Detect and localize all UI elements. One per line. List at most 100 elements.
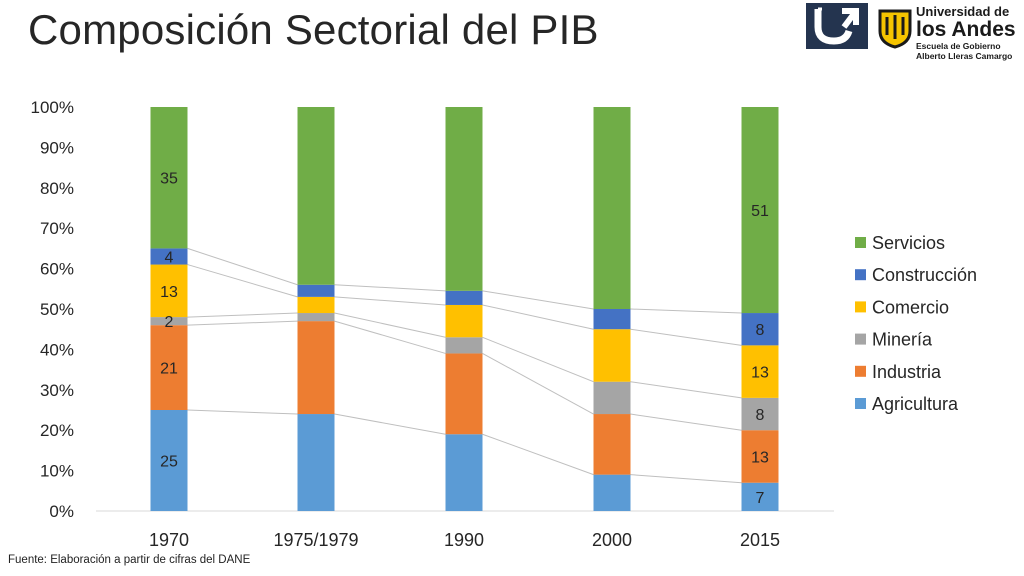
- connector-line: [482, 353, 594, 415]
- bar-minería-2000: [593, 381, 631, 415]
- legend-swatch: [855, 237, 866, 248]
- logo-line-2: los Andes: [916, 18, 1016, 41]
- x-tick-label: 1990: [444, 530, 484, 550]
- bar-servicios-2000: [593, 107, 631, 309]
- x-tick-label: 2015: [740, 530, 780, 550]
- x-tick-label: 1970: [149, 530, 189, 550]
- connector-line: [187, 409, 298, 415]
- bar-industria-2000: [593, 414, 631, 475]
- x-tick-label: 2000: [592, 530, 632, 550]
- connector-line: [187, 312, 298, 318]
- legend-label: Agricultura: [872, 394, 959, 414]
- connector-line: [482, 290, 594, 310]
- bar-industria-1975-1979: [297, 321, 335, 415]
- data-label: 13: [751, 365, 769, 382]
- bar-minería-2015: [741, 397, 779, 431]
- connector-line: [187, 320, 298, 326]
- bar-servicios-1970: [150, 107, 188, 249]
- y-tick-label: 70%: [40, 219, 74, 238]
- bar-minería-1990: [445, 337, 483, 354]
- logo-line-3: Escuela de Gobierno: [916, 41, 1001, 51]
- bar-construcción-1970: [150, 248, 188, 265]
- bar-construcción-2015: [741, 313, 779, 346]
- bar-comercio-1970: [150, 264, 188, 318]
- bar-agricultura-1975-1979: [297, 414, 335, 511]
- data-label: 51: [751, 203, 769, 220]
- connector-line: [630, 474, 742, 484]
- bar-agricultura-2000: [593, 474, 631, 511]
- bar-comercio-1975-1979: [297, 296, 335, 314]
- legend-label: Minería: [872, 330, 933, 350]
- connector-line: [187, 247, 298, 286]
- bar-servicios-1990: [445, 107, 483, 291]
- y-tick-label: 90%: [40, 138, 74, 157]
- y-tick-label: 30%: [40, 381, 74, 400]
- bar-servicios-1975-1979: [297, 107, 335, 285]
- bar-construcción-1975-1979: [297, 284, 335, 297]
- connector-line: [630, 308, 742, 314]
- connector-line: [334, 320, 446, 354]
- connector-line: [334, 296, 446, 306]
- source-note: Fuente: Elaboración a partir de cifras d…: [8, 554, 251, 566]
- y-tick-label: 50%: [40, 300, 74, 319]
- bar-minería-1970: [150, 317, 188, 326]
- legend-swatch: [855, 398, 866, 409]
- legend-swatch: [855, 365, 866, 377]
- bar-construcción-1990: [445, 290, 483, 305]
- legend-swatch: [855, 333, 866, 345]
- connector-line: [334, 312, 446, 338]
- bar-construcción-2000: [593, 309, 631, 330]
- seal-icon: [878, 9, 912, 49]
- bar-comercio-2000: [593, 329, 631, 382]
- x-tick-label: 1975/1979: [273, 530, 358, 550]
- connector-line: [482, 433, 594, 476]
- y-tick-label: 80%: [40, 179, 74, 198]
- connector-line: [630, 413, 742, 431]
- data-label: 8: [756, 322, 765, 339]
- data-label: 2: [165, 314, 174, 331]
- y-tick-label: 60%: [40, 260, 74, 279]
- y-tick-label: 20%: [40, 421, 74, 440]
- legend-label: Servicios: [872, 233, 945, 253]
- connector-line: [482, 304, 594, 330]
- bar-comercio-1990: [445, 304, 483, 338]
- connector-line: [630, 381, 742, 399]
- y-tick-label: 10%: [40, 462, 74, 481]
- connector-line: [334, 413, 446, 435]
- page-title: Composición Sectorial del PIB: [28, 6, 599, 53]
- data-label: 35: [160, 171, 178, 188]
- university-logo: Universidad de los Andes Escuela de Gobi…: [806, 3, 1020, 75]
- legend-label: Comercio: [872, 297, 949, 317]
- connector-line: [630, 328, 742, 346]
- logo-u-icon: [806, 3, 868, 49]
- bar-agricultura-1970: [150, 410, 188, 511]
- logo-line-1: Universidad de: [916, 4, 1010, 19]
- legend-swatch: [855, 269, 866, 281]
- data-label: 25: [160, 454, 178, 471]
- bar-industria-1970: [150, 325, 188, 410]
- bar-minería-1975-1979: [297, 313, 335, 322]
- bar-servicios-2015: [741, 107, 779, 314]
- data-label: 8: [756, 407, 765, 424]
- logo-line-4: Alberto Lleras Camargo: [916, 51, 1013, 61]
- data-label: 7: [756, 490, 765, 507]
- data-label: 4: [165, 249, 174, 266]
- bar-agricultura-1990: [445, 434, 483, 511]
- y-tick-label: 0%: [49, 502, 74, 521]
- legend-label: Construcción: [872, 265, 977, 285]
- data-label: 13: [160, 284, 178, 301]
- bar-agricultura-2015: [741, 482, 779, 511]
- bar-industria-1990: [445, 353, 483, 435]
- connector-line: [482, 336, 594, 383]
- legend-label: Industria: [872, 362, 942, 382]
- connector-line: [334, 284, 446, 292]
- data-label: 21: [160, 361, 178, 378]
- bar-comercio-2015: [741, 345, 779, 398]
- bar-industria-2015: [741, 430, 779, 483]
- connector-line: [187, 264, 298, 298]
- legend-swatch: [855, 301, 866, 313]
- y-tick-label: 100%: [31, 98, 74, 117]
- y-tick-label: 40%: [40, 340, 74, 359]
- data-label: 13: [751, 449, 769, 466]
